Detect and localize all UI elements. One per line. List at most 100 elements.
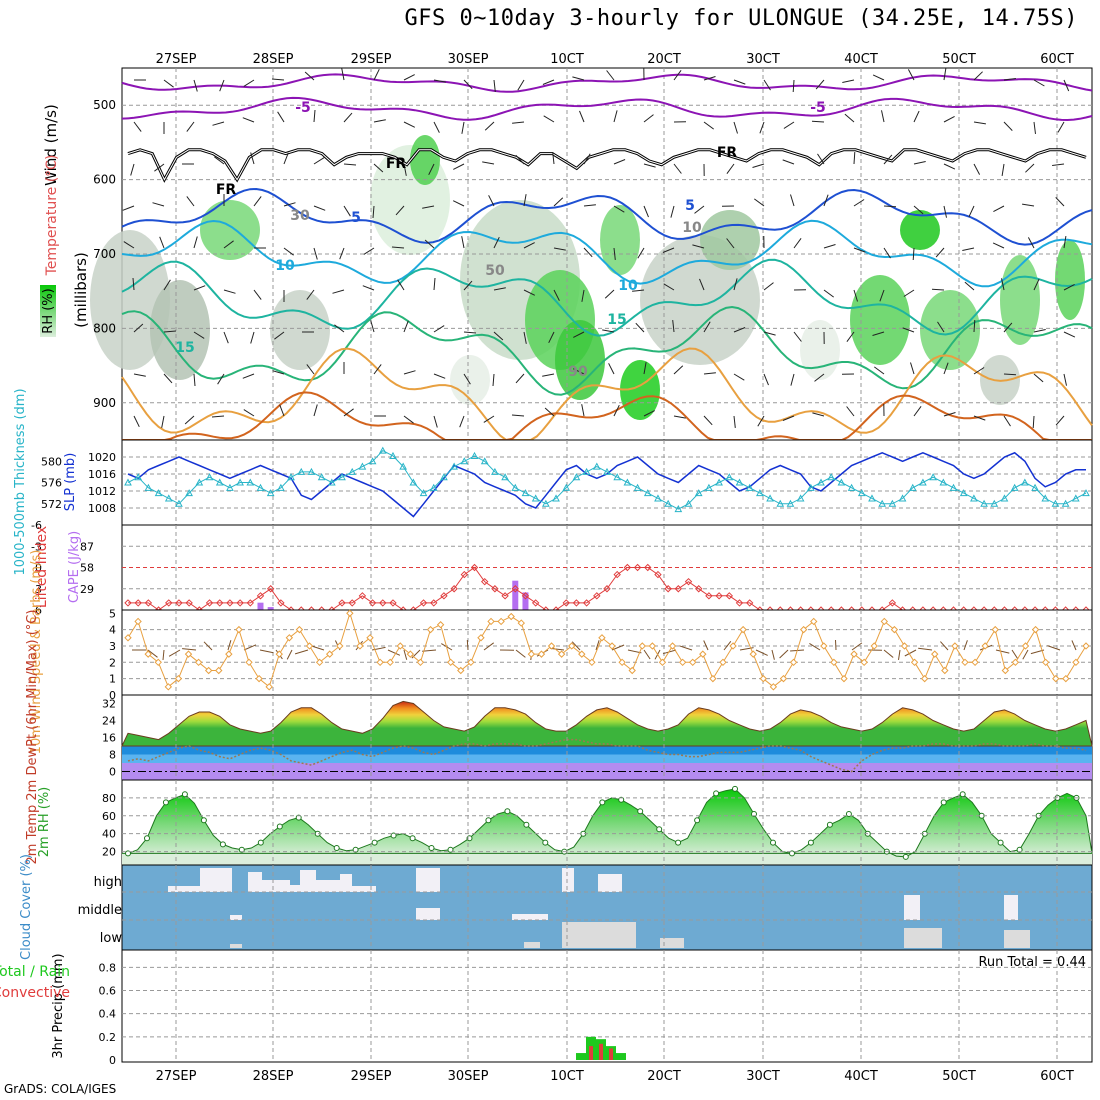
wind-speed-marker	[386, 658, 394, 667]
wind-barb	[973, 415, 986, 421]
wind-barb	[433, 415, 438, 428]
rh-marker	[940, 799, 947, 806]
wind-barb	[1052, 163, 1065, 166]
thickness-marker	[409, 478, 418, 486]
thickness-marker	[1041, 494, 1050, 502]
slp-tick-label: 1016	[88, 468, 116, 481]
bottom-date-label: 50CT	[942, 1069, 976, 1084]
wind-barb	[132, 277, 135, 291]
wind-barb	[1063, 283, 1075, 291]
upper-axis-label-wind: Wind (m/s)	[42, 104, 60, 186]
wind-barb	[193, 373, 196, 387]
wind-barb-10m	[898, 649, 901, 660]
wind-barb	[1001, 163, 1005, 176]
li-marker	[379, 599, 387, 607]
wind-speed-marker	[991, 625, 999, 634]
wind-barb	[306, 364, 315, 375]
wind-barb	[186, 196, 195, 207]
page-title: GFS 0~10day 3-hourly for ULONGUE (34.25E…	[404, 6, 1078, 31]
thickness-marker	[817, 478, 825, 486]
wind-barb-10m	[739, 647, 754, 651]
li-marker	[470, 563, 479, 572]
wind-barb	[703, 121, 714, 130]
rh-marker	[371, 839, 378, 846]
cloud-low-bar	[230, 944, 242, 948]
thickness-marker	[898, 494, 907, 502]
wind-barb	[823, 289, 834, 298]
rh-shade	[800, 320, 840, 380]
rh-marker	[352, 846, 359, 853]
wind-speed-marker	[1041, 658, 1050, 667]
thickness-marker	[511, 483, 520, 491]
wind-barb	[523, 242, 535, 249]
wind-barb	[968, 205, 975, 218]
wind-barb	[694, 205, 705, 214]
top-date-label: 10CT	[550, 52, 584, 67]
wind-barb	[1003, 121, 1013, 131]
top-date-label: 50CT	[942, 52, 976, 67]
temp-tick-label: 16	[102, 732, 116, 745]
wind-barb-10m	[835, 639, 837, 651]
wind-barb	[1063, 236, 1067, 249]
li-marker	[358, 592, 367, 600]
pressure-tick-label: 800	[93, 321, 116, 335]
isotherm-line	[121, 305, 1093, 396]
li-marker	[185, 599, 193, 607]
thickness-marker	[287, 473, 295, 481]
run-total-label: Run Total = 0.44	[978, 955, 1086, 970]
wind-barb	[159, 236, 165, 249]
wind-speed-marker	[981, 642, 989, 650]
wind-barb	[463, 373, 471, 385]
thickness-marker	[694, 489, 703, 497]
wind-barb	[752, 163, 765, 168]
li-marker	[236, 599, 244, 607]
wind-barb	[1033, 121, 1036, 134]
thickness-marker	[521, 489, 530, 497]
cape-tick-label: 29	[80, 583, 94, 596]
li-marker	[226, 599, 234, 607]
wind-barb	[943, 115, 955, 123]
wind-speed-marker	[194, 658, 203, 667]
wind-barb-10m	[771, 649, 775, 660]
wind-barb-10m	[311, 645, 325, 651]
thickness-marker	[164, 494, 173, 502]
wind-barb-10m	[940, 641, 949, 651]
rh-marker	[162, 799, 169, 806]
li-marker	[501, 592, 509, 600]
wind-barb	[243, 409, 255, 417]
li-marker	[562, 599, 570, 607]
thickness-tick-label: 572	[41, 498, 62, 511]
wind-barb	[879, 289, 885, 302]
li-marker	[368, 599, 377, 607]
rh-marker	[902, 853, 909, 860]
wind-speed-marker	[567, 642, 576, 650]
wind-barb	[643, 362, 647, 375]
contour-label: FR	[717, 145, 738, 161]
thickness-marker	[429, 483, 438, 491]
wind-barb	[130, 163, 135, 176]
li-marker	[715, 592, 723, 600]
wind-tick-label: 1	[109, 673, 116, 686]
thickness-marker	[929, 473, 937, 481]
thickness-marker	[358, 462, 367, 470]
cape-li-panel: -6 -3 0 3 6 87 58 29 Lifted Index CAPE (J/kg)	[31, 519, 1093, 617]
bottom-date-label: 40CT	[844, 1069, 878, 1084]
wind-barb	[572, 368, 585, 375]
thickness-marker	[878, 499, 887, 507]
thickness-marker	[582, 467, 591, 475]
wind-barb-10m	[643, 649, 651, 660]
wind-barb	[250, 152, 255, 165]
wind-barb	[482, 161, 495, 165]
wind-barb-10m	[182, 648, 197, 651]
wind-speed-marker	[739, 625, 747, 634]
thickness-marker	[124, 478, 132, 486]
wind-barb-10m	[371, 646, 386, 651]
thickness-marker	[440, 473, 448, 481]
wind-speed-marker	[487, 617, 495, 626]
li-marker	[633, 563, 642, 572]
wind-speed-marker	[588, 658, 596, 667]
wind-barb	[931, 288, 945, 291]
thickness-marker	[786, 499, 795, 507]
wind-speed-marker	[497, 617, 505, 626]
